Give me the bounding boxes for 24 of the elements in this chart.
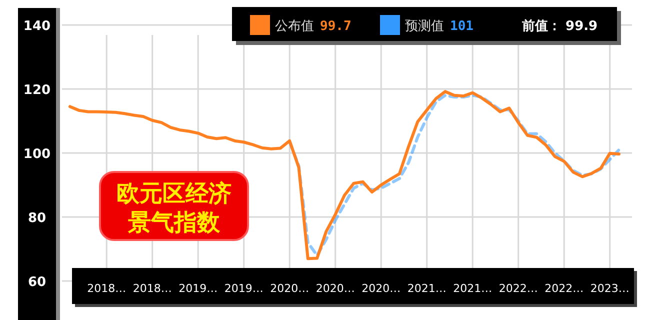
legend-label: 预测值 <box>405 19 444 34</box>
y-tick-label: 120 <box>23 83 51 98</box>
y-tick-label: 100 <box>23 147 51 162</box>
x-tick-label: 2019… <box>224 282 264 295</box>
annotation: 前值： 99.9 <box>521 19 598 34</box>
x-tick-label: 2023… <box>590 282 630 295</box>
y-tick-label: 60 <box>28 275 46 290</box>
annotation: 99.7 <box>320 19 352 34</box>
x-tick-label: 2021… <box>407 282 446 295</box>
x-tick-label: 2019… <box>178 282 218 295</box>
annotation: 101 <box>450 19 474 34</box>
x-tick-label: 2018… <box>87 282 126 295</box>
x-tick-label: 2020… <box>362 282 401 295</box>
legend-label: 公布值 <box>275 19 314 34</box>
x-tick-label: 2021… <box>453 282 492 295</box>
x-tick-label: 2020… <box>316 282 355 295</box>
x-tick-label: 2020… <box>270 282 310 295</box>
x-tick-label: 2022… <box>544 282 584 295</box>
text: 欧元区经济景气指数 <box>116 180 232 236</box>
x-tick-label: 2018… <box>132 282 172 295</box>
y-tick-label: 140 <box>23 19 51 34</box>
y-tick-label: 80 <box>28 211 46 226</box>
x-tick-label: 2022… <box>498 282 538 295</box>
line-series <box>68 90 620 260</box>
